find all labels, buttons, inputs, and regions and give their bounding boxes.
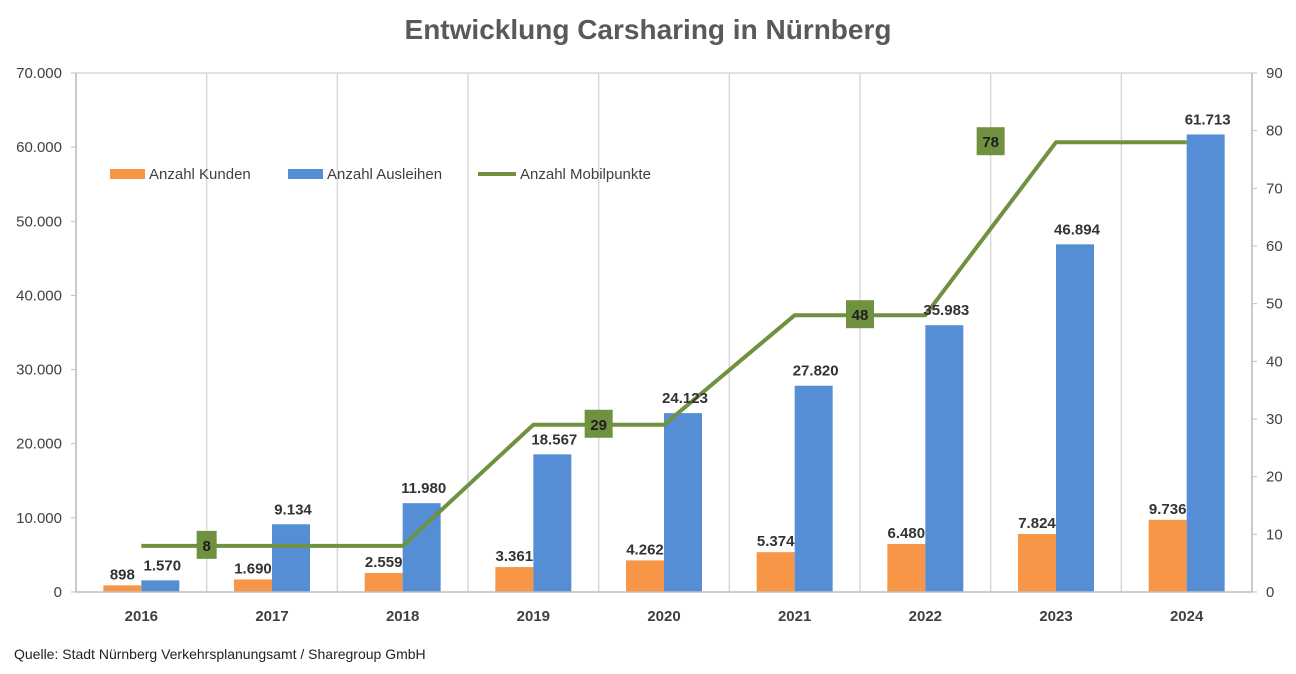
- y-left-tick-label: 30.000: [16, 362, 62, 379]
- legend-label-kunden: Anzahl Kunden: [149, 166, 251, 183]
- data-label-ausleihen: 35.983: [923, 302, 969, 319]
- bar-kunden: [756, 552, 795, 592]
- bar-kunden: [626, 560, 664, 592]
- y-right-tick-label: 50: [1266, 296, 1283, 313]
- bar-kunden: [1018, 533, 1056, 592]
- x-tick-label: 2018: [386, 608, 419, 625]
- y-right-tick-label: 30: [1266, 411, 1283, 428]
- data-label-mobilpunkte-box: [584, 409, 613, 438]
- data-label-ausleihen: 1.570: [144, 557, 182, 574]
- data-label-mobilpunkte: 29: [590, 417, 607, 434]
- data-label-mobilpunkte: 78: [982, 134, 999, 151]
- data-label-layer: 898 1.570 1.690 9.134 2.559 11.980 3.361 18.567…: [110, 111, 1231, 583]
- y-right-tick-label: 90: [1266, 65, 1283, 82]
- chart-title: Entwicklung Carsharing in Nürnberg: [404, 14, 892, 45]
- y-left-tick-label: 60.000: [16, 139, 62, 156]
- bar-kunden: [234, 579, 272, 592]
- source-note: Quelle: Stadt Nürnberg Verkehrsplanungsa…: [14, 646, 426, 662]
- legend-swatch-ausleihen: [288, 169, 323, 179]
- bar-kunden: [887, 543, 926, 592]
- data-label-kunden: 7.824: [1018, 515, 1056, 532]
- bar-ausleihen: [1056, 244, 1094, 592]
- y-right-tick-label: 80: [1266, 123, 1283, 140]
- y-right-tick-label: 10: [1266, 526, 1283, 543]
- data-label-kunden: 6.480: [888, 525, 926, 542]
- bar-ausleihen: [664, 413, 702, 592]
- x-tick-label: 2017: [255, 608, 288, 625]
- data-label-ausleihen: 61.713: [1185, 111, 1231, 128]
- line-layer: [141, 140, 1187, 548]
- bar-ausleihen: [141, 580, 180, 592]
- y-right-tick-label: 20: [1266, 469, 1283, 486]
- data-label-kunden: 4.262: [626, 541, 664, 558]
- bar-ausleihen: [794, 385, 833, 592]
- bar-ausleihen: [272, 524, 310, 592]
- data-label-kunden: 898: [110, 566, 135, 583]
- bar-kunden: [364, 573, 403, 592]
- data-label-ausleihen: 11.980: [401, 480, 446, 497]
- y-right-tick-label: 60: [1266, 238, 1283, 255]
- data-label-ausleihen: 46.894: [1054, 221, 1101, 238]
- y-right-tick-label: 70: [1266, 180, 1283, 197]
- y-right-tick-label: 40: [1266, 353, 1283, 370]
- bar-ausleihen: [533, 454, 572, 592]
- y-left-tick-label: 50.000: [16, 213, 62, 230]
- y-right-tick-label: 0: [1266, 584, 1274, 601]
- data-label-ausleihen: 18.567: [531, 431, 577, 448]
- x-tick-label: 2019: [517, 608, 550, 625]
- data-label-kunden: 1.690: [234, 560, 272, 577]
- data-label-ausleihen: 27.820: [793, 363, 839, 380]
- data-label-kunden: 3.361: [496, 548, 534, 565]
- legend-label-mobilpunkte: Anzahl Mobilpunkte: [520, 166, 651, 183]
- bar-kunden: [103, 585, 142, 592]
- bar-kunden: [495, 567, 534, 592]
- combo-chart: 898 1.570 1.690 9.134 2.559 11.980 3.361 18.567…: [16, 65, 1283, 625]
- bar-ausleihen: [1186, 134, 1225, 592]
- y-left-tick-label: 0: [54, 584, 62, 601]
- legend-label-ausleihen: Anzahl Ausleihen: [327, 166, 442, 183]
- line-mobilpunkte: [141, 140, 1187, 548]
- legend-swatch-kunden: [110, 169, 145, 179]
- data-label-kunden: 5.374: [757, 533, 795, 550]
- data-label-ausleihen: 9.134: [274, 501, 312, 518]
- data-label-mobilpunkte: 48: [852, 307, 869, 324]
- axis-layer: 0 10.000 20.000 30.000 40.000 50.000 60.000 70.…: [16, 65, 1283, 625]
- x-tick-label: 2021: [778, 608, 811, 625]
- data-label-mobilpunkte: 8: [202, 538, 210, 555]
- bar-layer: [103, 134, 1225, 592]
- x-tick-label: 2022: [909, 608, 942, 625]
- data-label-kunden: 9.736: [1149, 501, 1187, 518]
- data-label-mobilpunkte-box: [846, 300, 874, 329]
- x-tick-label: 2020: [647, 608, 680, 625]
- data-label-ausleihen: 24.123: [662, 390, 708, 407]
- bar-ausleihen: [925, 325, 964, 592]
- x-tick-label: 2023: [1039, 608, 1072, 625]
- data-label-mobilpunkte-box: [196, 530, 217, 559]
- data-label-mobilpunkte-box: [976, 127, 1005, 156]
- y-left-tick-label: 40.000: [16, 287, 62, 304]
- bar-kunden: [1148, 519, 1187, 592]
- legend: Anzahl Kunden Anzahl Ausleihen Anzahl Mo…: [110, 166, 651, 183]
- y-left-tick-label: 20.000: [16, 436, 62, 453]
- x-tick-label: 2016: [125, 608, 158, 625]
- data-label-kunden: 2.559: [365, 554, 403, 571]
- y-left-tick-label: 70.000: [16, 65, 62, 82]
- y-left-tick-label: 10.000: [16, 510, 62, 527]
- x-tick-label: 2024: [1170, 608, 1204, 625]
